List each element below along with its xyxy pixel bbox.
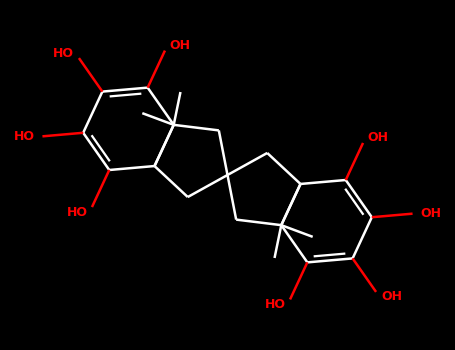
Text: HO: HO — [52, 47, 74, 60]
Text: OH: OH — [420, 207, 441, 220]
Text: HO: HO — [14, 130, 35, 143]
Text: HO: HO — [264, 298, 285, 311]
Text: OH: OH — [170, 39, 191, 52]
Text: OH: OH — [368, 132, 389, 145]
Text: OH: OH — [381, 290, 403, 303]
Text: HO: HO — [66, 205, 87, 218]
